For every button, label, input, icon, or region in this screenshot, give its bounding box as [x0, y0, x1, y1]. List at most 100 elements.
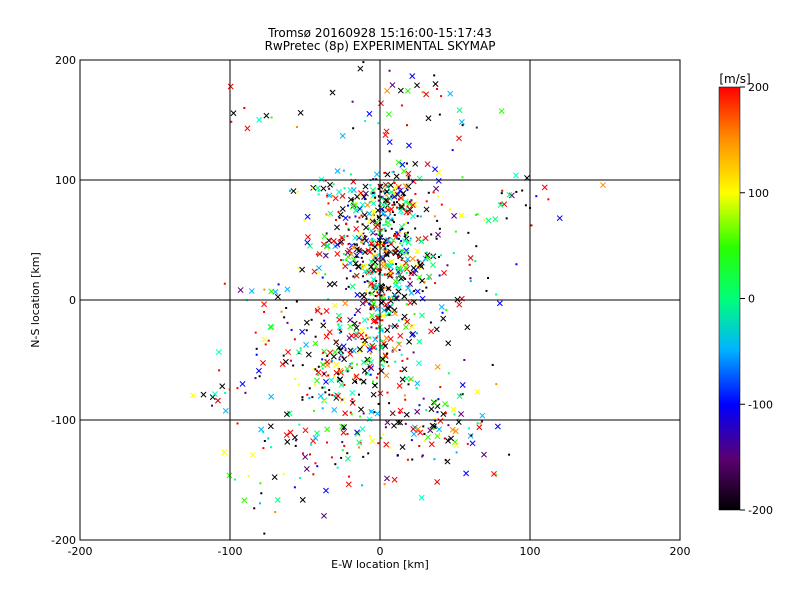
- data-point-dot: [352, 127, 355, 130]
- data-point-x: [423, 206, 430, 213]
- data-point-x: [436, 426, 443, 433]
- data-point-dot: [476, 422, 479, 425]
- data-point-x: [366, 357, 372, 364]
- data-point-dot: [361, 484, 364, 487]
- data-point-dot: [355, 255, 358, 258]
- data-point-dot: [336, 378, 339, 381]
- data-point-x: [388, 258, 395, 265]
- data-point-x: [258, 426, 265, 433]
- data-point-x: [440, 315, 447, 322]
- data-point-x: [361, 194, 368, 200]
- data-point-dot: [314, 368, 317, 371]
- data-point-x: [556, 215, 563, 222]
- data-point-dot: [422, 397, 425, 400]
- data-point-x: [327, 181, 333, 188]
- data-point-dot: [380, 345, 383, 348]
- data-point-dot: [391, 217, 394, 220]
- data-point-dot: [495, 293, 498, 296]
- data-point-x: [417, 429, 424, 436]
- data-point-x: [464, 324, 471, 331]
- data-point-dot: [413, 313, 416, 316]
- data-point-x: [453, 442, 460, 449]
- data-point-x: [456, 301, 463, 308]
- data-point-dot: [384, 229, 387, 232]
- data-point-dot: [446, 264, 449, 267]
- data-point-dot: [437, 256, 440, 259]
- data-point-dot: [400, 353, 403, 356]
- data-point-dot: [353, 313, 356, 316]
- data-point-x: [403, 247, 410, 254]
- data-point-dot: [253, 507, 256, 510]
- data-point-x: [467, 255, 474, 261]
- data-point-dot: [314, 462, 317, 465]
- data-point-dot: [387, 364, 390, 367]
- data-point-x: [339, 132, 346, 139]
- data-point-dot: [286, 321, 289, 324]
- data-point-dot: [361, 223, 364, 226]
- data-point-x: [351, 378, 358, 385]
- data-point-x: [385, 305, 392, 312]
- data-point-dot: [411, 180, 414, 183]
- data-point-dot: [390, 227, 393, 230]
- data-point-dot: [385, 254, 388, 257]
- data-point-dot: [306, 393, 309, 396]
- data-point-x: [359, 327, 366, 334]
- data-point-x: [338, 381, 345, 388]
- data-point-dot: [255, 347, 258, 350]
- data-point-dot: [363, 235, 366, 238]
- data-point-x: [387, 272, 394, 279]
- data-point-x: [366, 110, 373, 117]
- data-point-dot: [243, 107, 246, 110]
- data-point-x: [367, 248, 374, 255]
- data-point-dot: [334, 463, 337, 466]
- data-point-dot: [328, 389, 331, 392]
- data-point-dot: [336, 466, 339, 469]
- data-point-dot: [314, 335, 317, 338]
- data-point-x: [438, 304, 445, 310]
- data-point-dot: [316, 369, 319, 372]
- data-point-x: [425, 254, 431, 261]
- data-point-x: [367, 363, 373, 370]
- data-point-x: [230, 110, 237, 117]
- data-point-x: [353, 272, 360, 279]
- data-point-x: [435, 231, 442, 238]
- data-point-dot: [547, 198, 550, 201]
- data-point-dot: [374, 290, 377, 293]
- data-point-x: [428, 441, 435, 448]
- data-point-dot: [354, 215, 357, 218]
- data-point-x: [311, 268, 318, 275]
- data-point-x: [383, 372, 390, 379]
- data-point-dot: [347, 227, 350, 230]
- data-point-dot: [369, 373, 372, 376]
- data-point-x: [352, 260, 359, 267]
- data-point-dot: [393, 232, 396, 235]
- data-point-x: [354, 429, 361, 436]
- data-point-dot: [487, 277, 490, 280]
- data-point-x: [290, 188, 297, 195]
- data-point-dot: [362, 242, 365, 245]
- data-point-dot: [392, 196, 395, 199]
- data-point-dot: [455, 451, 458, 454]
- data-point-dot: [438, 227, 441, 230]
- data-point-x: [399, 161, 406, 168]
- data-point-x: [274, 496, 281, 503]
- data-point-x: [389, 410, 396, 417]
- data-point-dot: [334, 340, 337, 343]
- data-point-dot: [361, 251, 364, 254]
- data-point-x: [389, 82, 396, 88]
- data-point-dot: [340, 259, 343, 262]
- data-point-dot: [423, 281, 426, 284]
- data-point-dot: [368, 292, 371, 295]
- data-point-dot: [359, 378, 362, 381]
- data-point-dot: [406, 205, 409, 208]
- data-point-dot: [449, 208, 452, 211]
- data-point-dot: [393, 203, 396, 206]
- data-point-x: [260, 359, 266, 366]
- data-point-x: [434, 478, 441, 485]
- x-tick-label: 0: [377, 545, 384, 558]
- data-point-dot: [311, 187, 314, 190]
- data-point-dot: [351, 401, 354, 404]
- data-point-x: [382, 248, 389, 255]
- data-point-x: [334, 392, 341, 399]
- data-point-dot: [285, 307, 288, 309]
